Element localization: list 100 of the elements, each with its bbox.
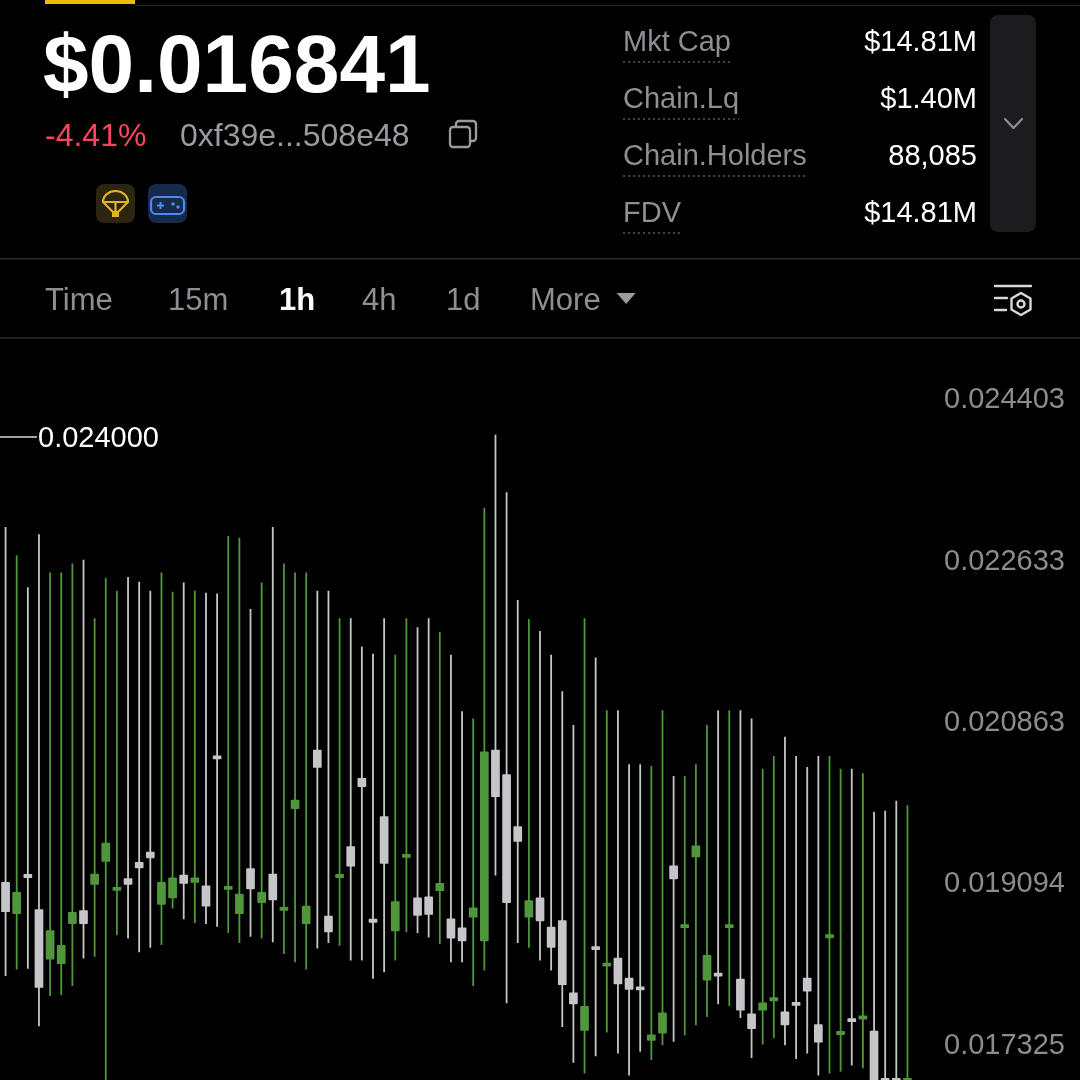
candlestick [123, 576, 133, 940]
candlestick [279, 562, 289, 955]
annotation: 0.024000 [38, 421, 159, 453]
candlestick [101, 577, 111, 1080]
candlestick [246, 608, 255, 938]
candlestick [702, 724, 712, 1018]
text: -4.41% [45, 117, 147, 153]
candlestick [324, 589, 333, 944]
candlestick [235, 536, 244, 944]
candlestick [713, 709, 723, 1006]
candlestick [268, 526, 278, 944]
candlestick [201, 591, 211, 925]
y-tick-label: 0.024403 [944, 381, 1065, 414]
text: Mkt Cap [623, 25, 731, 57]
candlestick [12, 554, 22, 971]
candlestick [624, 763, 634, 1077]
candlestick [45, 571, 55, 997]
candlestick [780, 735, 790, 1047]
text: Chain.Lq [623, 82, 740, 114]
candlestick [858, 772, 868, 1070]
candlestick [903, 804, 912, 1080]
candlestick [891, 799, 901, 1080]
text: 1d [446, 282, 481, 317]
candlestick [457, 710, 467, 964]
candlestick [880, 809, 890, 1080]
candlestick [446, 653, 456, 964]
candlestick [23, 586, 33, 970]
candlestick [223, 535, 233, 934]
candlestick [68, 562, 77, 987]
candlestick [368, 652, 378, 980]
candlestick [769, 755, 779, 1039]
candlestick [468, 717, 478, 987]
y-tick-label: 0.019094 [944, 866, 1065, 899]
candlestick [557, 690, 567, 1028]
y-tick-label: 0.017325 [944, 1027, 1065, 1060]
candlestick [814, 755, 823, 1077]
candlestick [836, 767, 845, 1073]
candlestick [190, 589, 200, 924]
candlestick [90, 617, 99, 958]
candlestick [847, 767, 857, 1067]
text: 4h [362, 282, 397, 317]
text: Time [45, 282, 113, 317]
candlestick [168, 590, 177, 910]
candlestick [758, 767, 768, 1046]
candlestick [56, 571, 66, 997]
candlestick [535, 630, 545, 962]
candlestick [680, 775, 690, 1037]
candlestick [513, 599, 523, 944]
text: 15m [168, 282, 229, 317]
candlestick [257, 581, 266, 940]
candlestick [802, 766, 812, 1055]
candlestick [79, 558, 88, 960]
candlestick [669, 775, 678, 1043]
candlestick [335, 617, 344, 947]
candlestick [179, 581, 189, 921]
candlestick [290, 571, 300, 964]
candlestick [402, 617, 411, 934]
candlestick [591, 656, 601, 1058]
candlestick [825, 755, 834, 1075]
text: Chain.Holders [623, 139, 807, 171]
candlestick [413, 626, 422, 934]
candlestick [613, 709, 623, 1055]
candlestick [435, 630, 445, 945]
candlestick [346, 617, 356, 962]
candlestick [747, 717, 756, 1059]
y-tick-label: 0.022633 [944, 543, 1065, 576]
candlestick [212, 592, 222, 928]
candlestick [569, 724, 578, 1064]
candlestick [424, 617, 434, 939]
candlestick [134, 580, 144, 954]
candlestick [34, 533, 44, 1028]
candlestick [491, 433, 500, 877]
text: FDV [623, 196, 682, 228]
candlestick [1, 526, 10, 977]
candlestick [869, 810, 879, 1080]
candlestick [390, 653, 400, 962]
candlestick [580, 617, 589, 1075]
candlestick [157, 571, 166, 946]
candlestick [524, 618, 534, 949]
candlestick [635, 763, 645, 1053]
candlestick [112, 589, 122, 936]
text: $0.016841 [43, 18, 431, 109]
candlestick [357, 645, 367, 962]
candlestick [379, 617, 389, 974]
candlestick [724, 709, 734, 1007]
candlestick [602, 709, 612, 1034]
text: 0xf39e...508e48 [180, 117, 410, 153]
y-tick-label: 0.020863 [944, 705, 1065, 738]
candlestick [145, 589, 155, 949]
candlestick [312, 589, 322, 950]
candlestick [791, 755, 801, 1060]
candlestick [502, 491, 511, 1005]
text: $14.81M [864, 25, 977, 57]
candlestick [479, 506, 489, 972]
text: 1h [279, 282, 316, 317]
candlestick [736, 709, 745, 1019]
text: $14.81M [864, 196, 977, 228]
text: $1.40M [880, 82, 977, 114]
text: 88,085 [888, 139, 977, 171]
candlestick [301, 571, 311, 971]
